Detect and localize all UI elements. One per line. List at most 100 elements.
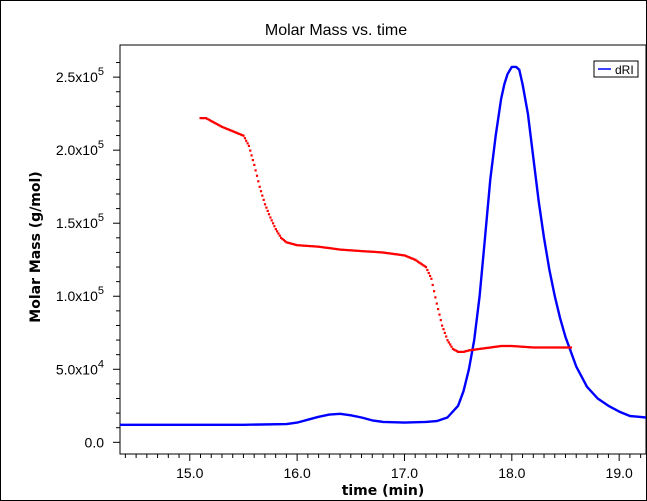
molar-mass-point [453,348,456,351]
molar-mass-point [367,250,370,253]
molar-mass-point [363,250,366,253]
molar-mass-point [309,245,312,248]
molar-mass-point [320,246,323,249]
molar-mass-point [294,243,297,246]
molar-mass-point [485,346,488,350]
molar-mass-point [429,274,432,277]
x-axis-label: time (min) [342,483,425,499]
molar-mass-point [269,216,272,219]
plot-frame [119,44,646,455]
molar-mass-point [383,251,386,254]
molar-mass-point [344,248,347,252]
molar-mass-point [498,345,501,348]
molar-mass-point [380,251,383,254]
molar-mass-point [281,237,284,241]
molar-mass-point [525,345,528,349]
molar-mass-point [411,257,414,260]
x-tick-label: 19.0 [606,465,633,481]
molar-mass-point [526,346,529,349]
molar-mass-point [347,249,350,252]
molar-mass-point [538,346,541,349]
molar-mass-point [463,350,467,353]
molar-mass-point [323,246,326,249]
molar-mass-point [556,346,559,349]
y-tick-label: 1.0x105 [56,285,104,304]
molar-mass-point [207,118,210,121]
y-tick-exponent: 5 [98,285,104,297]
molar-mass-point [214,122,217,125]
molar-mass-point [457,350,460,353]
molar-mass-point [471,348,475,351]
y-tick-mantissa: 0.0 [85,434,105,450]
molar-mass-point [492,346,495,349]
molar-mass-point [415,259,418,262]
molar-mass-point [376,251,379,254]
molar-mass-point [210,120,213,123]
molar-mass-point [326,246,329,249]
molar-mass-point [482,347,485,350]
molar-mass-point [362,250,365,253]
molar-mass-point [314,245,317,248]
molar-mass-point [563,346,566,349]
molar-mass-point [446,339,449,342]
molar-mass-point [565,346,568,349]
molar-mass-point [441,324,444,327]
molar-mass-point [261,194,264,197]
molar-mass-point [313,245,316,248]
molar-mass-point [399,253,402,256]
y-tick-label: 1.5x105 [56,212,104,231]
molar-mass-point [327,246,330,250]
molar-mass-point [289,242,292,245]
molar-mass-point [473,348,476,351]
molar-mass-point [564,346,567,349]
molar-mass-point [265,206,268,209]
molar-mass-point [319,245,322,248]
molar-mass-point [284,240,287,243]
y-tick-mantissa: 5.0x10 [56,361,98,377]
molar-mass-point [504,344,507,348]
molar-mass-point [496,345,499,348]
molar-mass-point [510,344,513,348]
molar-mass-point [249,149,252,152]
legend: dRI [593,60,639,78]
molar-mass-point [488,346,491,349]
molar-mass-point [394,253,397,256]
molar-mass-point [329,247,332,250]
molar-mass-point [481,347,484,350]
molar-mass-point [288,241,291,245]
molar-mass-point [422,264,425,267]
molar-mass-point [435,302,438,305]
molar-mass-point [407,256,410,259]
molar-mass-point [404,254,407,258]
molar-mass-point [370,250,373,253]
molar-mass-point [366,250,369,253]
molar-mass-point [263,203,267,206]
molar-mass-point [222,126,225,129]
molar-mass-point [548,346,551,349]
molar-mass-point [351,249,355,252]
molar-mass-point [506,344,509,348]
molar-mass-point [225,127,228,130]
molar-mass-point [379,251,382,254]
molar-mass-point [466,349,469,352]
x-tick-label: 17.0 [391,465,418,481]
molar-mass-point [242,134,245,137]
molar-mass-point [465,350,468,353]
molar-mass-point [455,350,458,353]
molar-mass-point [392,252,395,256]
molar-mass-point [461,350,464,353]
molar-mass-point [233,130,236,133]
molar-mass-point [477,348,480,351]
molar-mass-point [230,129,233,132]
molar-mass-point [505,344,508,348]
molar-mass-point [549,346,552,349]
molar-mass-point [518,345,521,348]
molar-mass-point [227,128,230,131]
molar-mass-point [219,125,222,128]
molar-mass-point [423,265,426,268]
molar-mass-point [278,234,281,237]
molar-mass-point [396,253,399,256]
molar-mass-point [223,126,226,130]
molar-mass-point [559,346,562,349]
molar-mass-point [204,117,208,120]
